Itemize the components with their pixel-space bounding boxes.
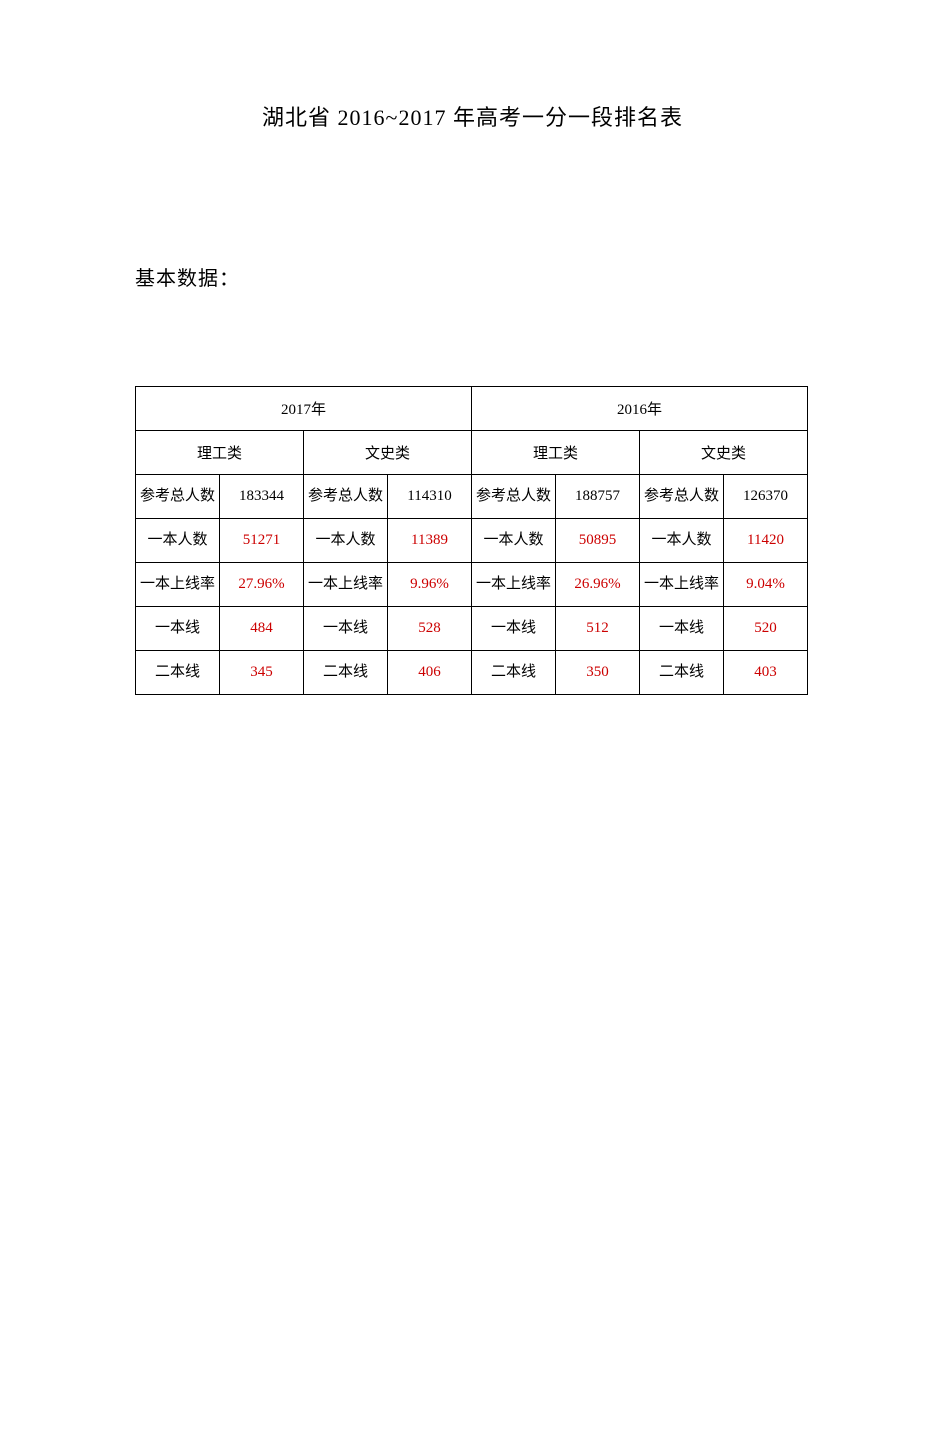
page-title: 湖北省 2016~2017 年高考一分一段排名表 — [0, 100, 945, 132]
label-total-2016-lib: 参考总人数 — [640, 475, 724, 519]
label-t1c-2017-sci: 一本人数 — [136, 519, 220, 563]
val-t1r-2016-sci: 26.96% — [556, 563, 640, 607]
val-t2l-2016-sci: 350 — [556, 651, 640, 695]
val-t1r-2016-lib: 9.04% — [724, 563, 808, 607]
val-total-2017-sci: 183344 — [220, 475, 304, 519]
row-total: 参考总人数 183344 参考总人数 114310 参考总人数 188757 参… — [136, 475, 808, 519]
row-tier1-line: 一本线 484 一本线 528 一本线 512 一本线 520 — [136, 607, 808, 651]
val-total-2017-lib: 114310 — [388, 475, 472, 519]
label-total-2017-sci: 参考总人数 — [136, 475, 220, 519]
category-header-row: 理工类 文史类 理工类 文史类 — [136, 431, 808, 475]
label-t1l-2016-lib: 一本线 — [640, 607, 724, 651]
val-t1r-2017-lib: 9.96% — [388, 563, 472, 607]
label-t1r-2016-sci: 一本上线率 — [472, 563, 556, 607]
label-total-2017-lib: 参考总人数 — [304, 475, 388, 519]
year-2016-header: 2016年 — [472, 387, 808, 431]
label-t1l-2017-sci: 一本线 — [136, 607, 220, 651]
val-t1c-2017-lib: 11389 — [388, 519, 472, 563]
cat-2017-sci: 理工类 — [136, 431, 304, 475]
cat-2016-sci: 理工类 — [472, 431, 640, 475]
label-t2l-2017-sci: 二本线 — [136, 651, 220, 695]
val-t1l-2016-lib: 520 — [724, 607, 808, 651]
label-t1c-2017-lib: 一本人数 — [304, 519, 388, 563]
year-2017-header: 2017年 — [136, 387, 472, 431]
val-t2l-2017-sci: 345 — [220, 651, 304, 695]
row-tier1-count: 一本人数 51271 一本人数 11389 一本人数 50895 一本人数 11… — [136, 519, 808, 563]
val-total-2016-lib: 126370 — [724, 475, 808, 519]
cat-2016-lib: 文史类 — [640, 431, 808, 475]
val-t1l-2017-sci: 484 — [220, 607, 304, 651]
label-t2l-2016-sci: 二本线 — [472, 651, 556, 695]
val-total-2016-sci: 188757 — [556, 475, 640, 519]
val-t2l-2016-lib: 403 — [724, 651, 808, 695]
label-t1c-2016-lib: 一本人数 — [640, 519, 724, 563]
row-tier1-rate: 一本上线率 27.96% 一本上线率 9.96% 一本上线率 26.96% 一本… — [136, 563, 808, 607]
row-tier2-line: 二本线 345 二本线 406 二本线 350 二本线 403 — [136, 651, 808, 695]
label-t1l-2016-sci: 一本线 — [472, 607, 556, 651]
val-t1l-2016-sci: 512 — [556, 607, 640, 651]
label-t1r-2016-lib: 一本上线率 — [640, 563, 724, 607]
label-t1r-2017-sci: 一本上线率 — [136, 563, 220, 607]
val-t1r-2017-sci: 27.96% — [220, 563, 304, 607]
val-t1c-2016-lib: 11420 — [724, 519, 808, 563]
section-heading: 基本数据： — [135, 262, 945, 291]
cat-2017-lib: 文史类 — [304, 431, 472, 475]
label-t1c-2016-sci: 一本人数 — [472, 519, 556, 563]
year-header-row: 2017年 2016年 — [136, 387, 808, 431]
label-t1r-2017-lib: 一本上线率 — [304, 563, 388, 607]
val-t1l-2017-lib: 528 — [388, 607, 472, 651]
label-t1l-2017-lib: 一本线 — [304, 607, 388, 651]
val-t2l-2017-lib: 406 — [388, 651, 472, 695]
label-t2l-2016-lib: 二本线 — [640, 651, 724, 695]
label-total-2016-sci: 参考总人数 — [472, 475, 556, 519]
basic-data-table: 2017年 2016年 理工类 文史类 理工类 文史类 参考总人数 183344… — [135, 386, 808, 695]
val-t1c-2016-sci: 50895 — [556, 519, 640, 563]
val-t1c-2017-sci: 51271 — [220, 519, 304, 563]
label-t2l-2017-lib: 二本线 — [304, 651, 388, 695]
